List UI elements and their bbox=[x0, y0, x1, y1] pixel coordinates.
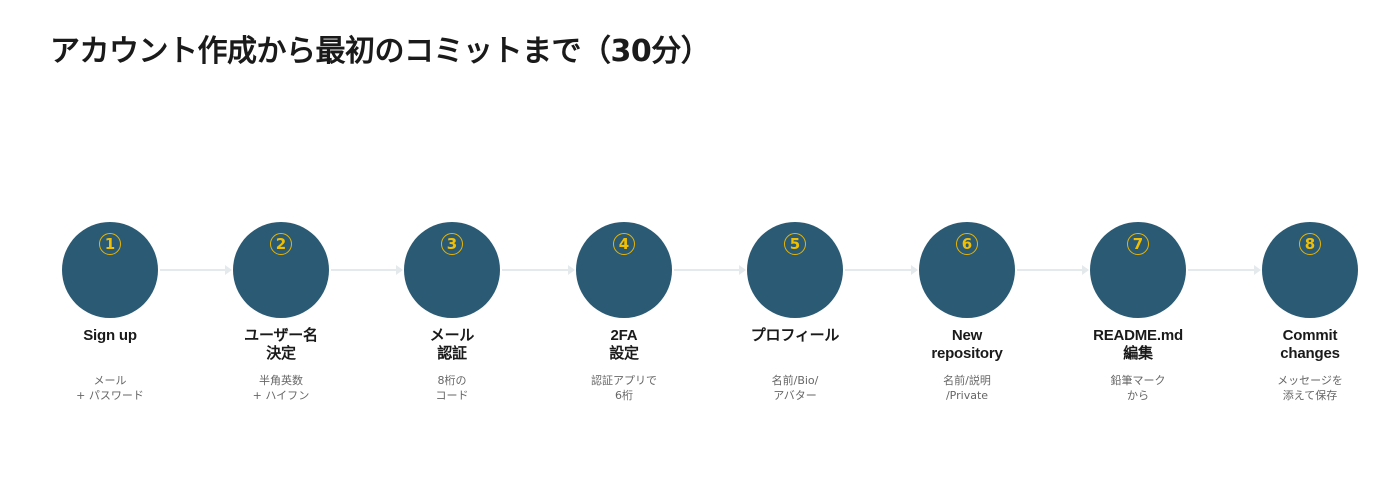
arrow-connector bbox=[331, 265, 403, 275]
step-6: 6 New repository 名前/説明 /Private bbox=[887, 222, 1047, 403]
step-label: README.md 編集 bbox=[1093, 327, 1183, 362]
step-label: New repository bbox=[931, 327, 1003, 362]
step-description: 認証アプリで 6桁 bbox=[591, 374, 657, 402]
step-5: 5 プロフィール 名前/Bio/ アバター bbox=[715, 222, 875, 403]
step-number-icon: 4 bbox=[613, 233, 635, 255]
arrow-connector bbox=[502, 265, 575, 275]
step-description: 名前/説明 /Private bbox=[943, 374, 991, 402]
arrow-connector bbox=[674, 265, 746, 275]
step-circle: 4 bbox=[576, 222, 672, 318]
step-circle: 3 bbox=[404, 222, 500, 318]
arrow-connector bbox=[1188, 265, 1261, 275]
step-number-icon: 2 bbox=[270, 233, 292, 255]
step-circle: 8 bbox=[1262, 222, 1358, 318]
step-circle: 6 bbox=[919, 222, 1015, 318]
step-description: メッセージを 添えて保存 bbox=[1277, 374, 1343, 402]
step-7: 7 README.md 編集 鉛筆マーク から bbox=[1058, 222, 1218, 403]
step-circle: 5 bbox=[747, 222, 843, 318]
arrow-connector bbox=[160, 265, 232, 275]
step-8: 8 Commit changes メッセージを 添えて保存 bbox=[1230, 222, 1390, 403]
page-title: アカウント作成から最初のコミットまで（30分） bbox=[50, 34, 711, 69]
step-number-icon: 8 bbox=[1299, 233, 1321, 255]
step-label: Sign up bbox=[83, 327, 137, 344]
step-circle: 2 bbox=[233, 222, 329, 318]
step-number-icon: 7 bbox=[1127, 233, 1149, 255]
step-2: 2 ユーザー名 決定 半角英数 + ハイフン bbox=[201, 222, 361, 403]
arrow-connector bbox=[845, 265, 918, 275]
step-number-icon: 1 bbox=[99, 233, 121, 255]
arrow-connector bbox=[1017, 265, 1089, 275]
step-circle: 7 bbox=[1090, 222, 1186, 318]
step-description: 鉛筆マーク から bbox=[1110, 374, 1166, 402]
step-label: プロフィール bbox=[750, 327, 840, 344]
step-1: 1 Sign up メール + パスワード bbox=[30, 222, 190, 403]
step-description: 8桁の コード bbox=[435, 374, 469, 402]
step-circle: 1 bbox=[62, 222, 158, 318]
step-number-icon: 5 bbox=[784, 233, 806, 255]
step-label: 2FA 設定 bbox=[609, 327, 639, 362]
step-description: メール + パスワード bbox=[76, 374, 144, 402]
step-number-icon: 6 bbox=[956, 233, 978, 255]
step-label: Commit changes bbox=[1280, 327, 1340, 362]
step-3: 3 メール 認証 8桁の コード bbox=[372, 222, 532, 403]
step-4: 4 2FA 設定 認証アプリで 6桁 bbox=[544, 222, 704, 403]
step-description: 名前/Bio/ アバター bbox=[771, 374, 819, 402]
step-description: 半角英数 + ハイフン bbox=[252, 374, 310, 402]
step-label: メール 認証 bbox=[429, 327, 475, 362]
step-number-icon: 3 bbox=[441, 233, 463, 255]
step-label: ユーザー名 決定 bbox=[244, 327, 318, 362]
